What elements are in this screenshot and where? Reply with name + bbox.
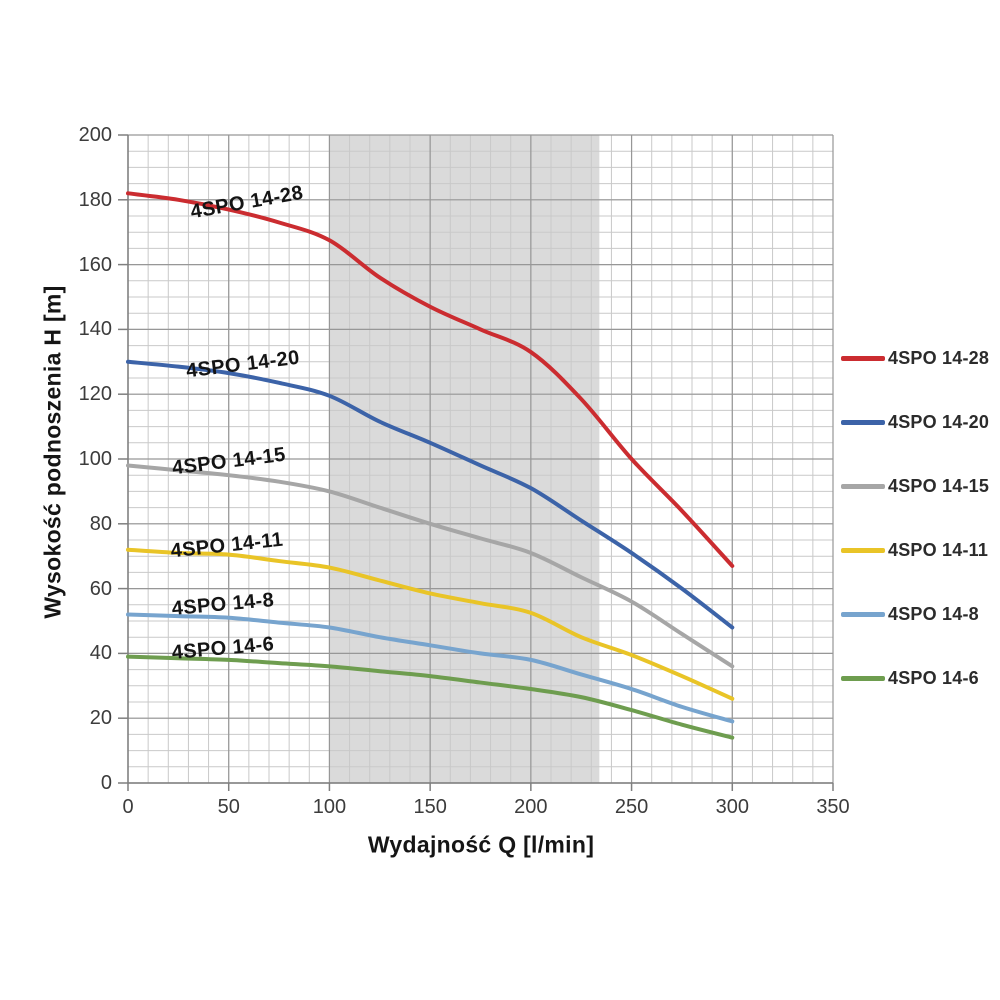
legend-item: 4SPO 14-15: [841, 454, 989, 518]
y-tick-label: 180: [78, 188, 112, 211]
legend-line-swatch: [841, 419, 885, 425]
legend-item: 4SPO 14-11: [841, 518, 989, 582]
legend-label: 4SPO 14-20: [888, 411, 990, 432]
x-tick-label: 50: [217, 796, 240, 818]
curve-4spo-14-28: [126, 191, 735, 568]
y-tick-label: 40: [89, 642, 112, 665]
x-axis-title: Wydajność Q [l/min]: [367, 831, 595, 858]
curve-4spo-14-15: [126, 463, 735, 669]
axes-and-ticks: [118, 134, 834, 791]
legend-item: 4SPO 14-20: [841, 390, 989, 454]
x-tick-label: 350: [816, 796, 850, 818]
x-tick-label: 200: [514, 796, 548, 818]
x-tick-label: 100: [312, 796, 347, 818]
x-tick-label: 150: [413, 796, 447, 818]
legend-label: 4SPO 14-8: [888, 603, 979, 624]
legend-label: 4SPO 14-6: [888, 667, 979, 688]
y-tick-label: 160: [78, 253, 112, 276]
y-tick-label: 60: [89, 577, 112, 600]
y-tick-label: 0: [100, 772, 112, 794]
legend-line-swatch: [841, 547, 885, 553]
y-tick-label: 200: [78, 124, 112, 146]
x-tick-label: 0: [122, 796, 134, 818]
curve-4spo-14-20: [126, 359, 735, 630]
legend-line-swatch: [841, 355, 885, 361]
legend-item: 4SPO 14-28: [841, 326, 989, 390]
curve-4spo-14-6: [126, 654, 735, 740]
legend-line-swatch: [841, 675, 885, 681]
chart-legend: 4SPO 14-28 4SPO 14-20 4SPO 14-15 4SPO 14-11…: [841, 326, 989, 710]
legend-line-swatch: [841, 483, 885, 489]
x-tick-label: 250: [614, 796, 649, 818]
legend-line-swatch: [841, 611, 885, 617]
x-tick-label: 300: [715, 796, 749, 818]
curve-4spo-14-11: [126, 547, 735, 701]
legend-item: 4SPO 14-6: [841, 646, 989, 710]
y-tick-label: 120: [78, 383, 112, 406]
y-tick-label: 80: [89, 512, 112, 535]
y-tick-label: 20: [89, 707, 112, 730]
legend-label: 4SPO 14-11: [888, 539, 989, 560]
curve-4spo-14-8: [126, 612, 735, 724]
legend-label: 4SPO 14-15: [888, 475, 990, 496]
legend-label: 4SPO 14-28: [888, 347, 990, 368]
y-tick-label: 100: [78, 448, 112, 470]
legend-item: 4SPO 14-8: [841, 582, 989, 646]
y-tick-label: 140: [78, 318, 112, 341]
